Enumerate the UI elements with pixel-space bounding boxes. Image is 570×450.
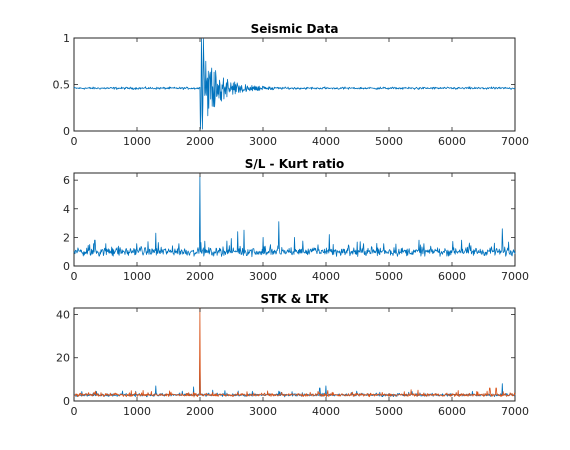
x-tick-label: 4000: [312, 135, 340, 148]
panel-sl-kurt-ratio: S/L - Kurt ratio 0 1000 2000 3000 4000 5000 60…: [63, 157, 529, 283]
x-tick-label: 2000: [186, 135, 214, 148]
panel-seismic-data: Seismic Data 0 1000 2000 3000 4000 5000 6000 70…: [53, 22, 530, 148]
x-tick-label: 7000: [501, 135, 529, 148]
y-tick-label: 0.5: [53, 79, 71, 92]
x-tick-label: 3000: [249, 405, 277, 418]
x-tick-label: 7000: [501, 270, 529, 283]
y-tick-label: 6: [63, 174, 70, 187]
x-tick-label: 6000: [438, 270, 466, 283]
x-tick-label: 5000: [375, 135, 403, 148]
x-tick-label: 1000: [123, 135, 151, 148]
y-tick-label: 1: [63, 32, 70, 45]
panel-stk-ltk: STK & LTK 0 1000 2000 3000 4000 5000 6000 7000 0…: [56, 292, 529, 418]
y-tick-label: 20: [56, 352, 70, 365]
x-tick-label: 1000: [123, 405, 151, 418]
x-tick-label: 3000: [249, 135, 277, 148]
x-tick-label: 1000: [123, 270, 151, 283]
x-tick-label: 0: [71, 405, 78, 418]
chart-title: STK & LTK: [260, 292, 329, 306]
x-tick-label: 2000: [186, 405, 214, 418]
x-tick-label: 3000: [249, 270, 277, 283]
y-tick-label: 0: [63, 125, 70, 138]
x-tick-label: 5000: [375, 405, 403, 418]
x-tick-label: 0: [71, 135, 78, 148]
axes-box: [74, 38, 515, 131]
x-tick-label: 4000: [312, 405, 340, 418]
chart-title: Seismic Data: [251, 22, 339, 36]
x-tick-label: 7000: [501, 405, 529, 418]
x-tick-label: 5000: [375, 270, 403, 283]
x-tick-label: 4000: [312, 270, 340, 283]
y-tick-label: 40: [56, 308, 70, 321]
y-tick-label: 0: [63, 260, 70, 273]
y-tick-label: 4: [63, 203, 70, 216]
chart-title: S/L - Kurt ratio: [245, 157, 345, 171]
x-tick-label: 6000: [438, 405, 466, 418]
y-tick-label: 0: [63, 395, 70, 408]
y-tick-label: 2: [63, 231, 70, 244]
axes-box: [74, 308, 515, 401]
x-tick-label: 2000: [186, 270, 214, 283]
x-tick-label: 6000: [438, 135, 466, 148]
x-tick-label: 0: [71, 270, 78, 283]
